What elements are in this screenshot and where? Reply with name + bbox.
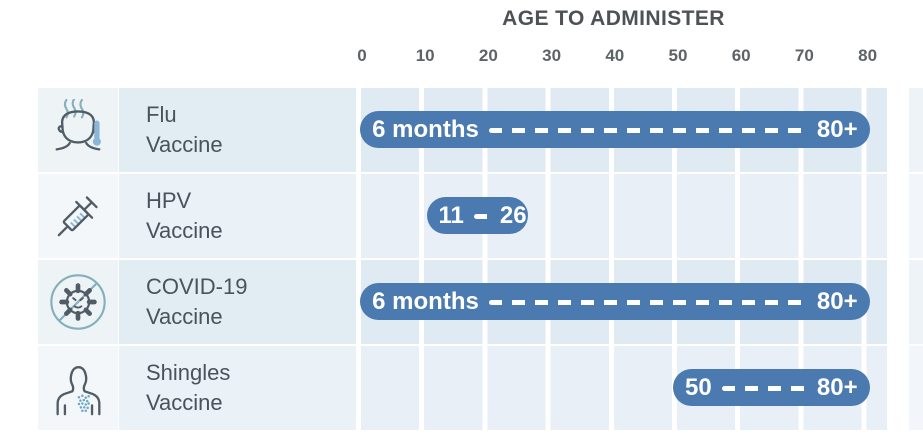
vaccine-rows: Flu Vaccine 6 months 80+ bbox=[38, 88, 923, 430]
age-range-bar: 6 months 80+ bbox=[360, 283, 870, 320]
axis-tick: 30 bbox=[542, 46, 562, 65]
bar-dash-line bbox=[721, 386, 809, 391]
vaccine-icon-cell bbox=[38, 88, 119, 172]
vaccine-name-line2: Vaccine bbox=[146, 304, 223, 329]
bar-start-label: 11 bbox=[438, 201, 464, 229]
chart-edge-faint-column bbox=[909, 346, 923, 430]
vaccine-name-line2: Vaccine bbox=[146, 132, 223, 157]
bar-end-label: 26 bbox=[499, 201, 527, 229]
bar-dash-line bbox=[473, 214, 492, 219]
shingles-torso-icon bbox=[56, 366, 101, 416]
bar-end-label: 80+ bbox=[816, 115, 858, 143]
age-range-bar: 50 80+ bbox=[673, 369, 870, 406]
vaccine-name-line1: Flu bbox=[146, 102, 177, 127]
vaccine-icon-cell bbox=[38, 346, 119, 430]
axis-tick: 10 bbox=[415, 46, 435, 65]
axis-tick: 80 bbox=[858, 46, 878, 65]
vaccine-icon-cell bbox=[38, 260, 119, 344]
row-chart-area: 6 months 80+ bbox=[356, 88, 923, 172]
bar-end-label: 80+ bbox=[816, 287, 858, 315]
chart-title: AGE TO ADMINISTER bbox=[502, 7, 725, 30]
bar-end-label: 80+ bbox=[816, 373, 858, 401]
row-chart-area: 11 26 bbox=[356, 174, 923, 258]
age-range-bar: 6 months 80+ bbox=[360, 111, 870, 148]
vaccine-name-line1: Shingles bbox=[146, 360, 231, 385]
fever-person-icon bbox=[55, 99, 101, 151]
vaccine-name-line2: Vaccine bbox=[146, 390, 223, 415]
bar-start-label: 6 months bbox=[372, 287, 479, 315]
axis-tick: 70 bbox=[794, 46, 814, 65]
vaccine-name-line2: Vaccine bbox=[146, 218, 223, 243]
vaccine-name-line1: HPV bbox=[146, 188, 192, 213]
vaccine-icon-cell bbox=[38, 174, 119, 258]
chart-edge-faint-column bbox=[909, 88, 923, 172]
row-shingles-vaccine: Shingles Vaccine 50 80+ bbox=[38, 346, 923, 430]
axis-tick: 20 bbox=[478, 46, 498, 65]
row-covid-19-vaccine: COVID-19 Vaccine 6 months 80+ bbox=[38, 260, 923, 344]
syringe-icon bbox=[57, 196, 98, 237]
axis-tick: 0 bbox=[357, 46, 367, 65]
chart-edge-faint-column bbox=[909, 174, 923, 258]
bar-start-label: 50 bbox=[685, 373, 712, 401]
vaccine-label-cell: HPV Vaccine bbox=[119, 174, 356, 258]
chart-edge-faint-column bbox=[909, 260, 923, 344]
age-range-bar: 11 26 bbox=[426, 197, 529, 234]
vaccine-label-cell: Shingles Vaccine bbox=[119, 346, 356, 430]
row-chart-area: 50 80+ bbox=[356, 346, 923, 430]
row-chart-area: 6 months 80+ bbox=[356, 260, 923, 344]
row-flu-vaccine: Flu Vaccine 6 months 80+ bbox=[38, 88, 923, 172]
bar-dash-line bbox=[488, 128, 809, 133]
vaccine-label-cell: COVID-19 Vaccine bbox=[119, 260, 356, 344]
axis-tick: 50 bbox=[668, 46, 688, 65]
bar-start-label: 6 months bbox=[372, 115, 479, 143]
axis-tick: 40 bbox=[605, 46, 625, 65]
axis-tick: 60 bbox=[731, 46, 751, 65]
vaccine-label-cell: Flu Vaccine bbox=[119, 88, 356, 172]
age-axis: 0 10 20 30 40 50 60 70 80 bbox=[357, 46, 923, 70]
covid-virus-icon bbox=[50, 274, 106, 330]
vaccine-name-line1: COVID-19 bbox=[146, 274, 248, 299]
bar-dash-line bbox=[488, 300, 809, 305]
row-hpv-vaccine: HPV Vaccine 11 26 bbox=[38, 174, 923, 258]
